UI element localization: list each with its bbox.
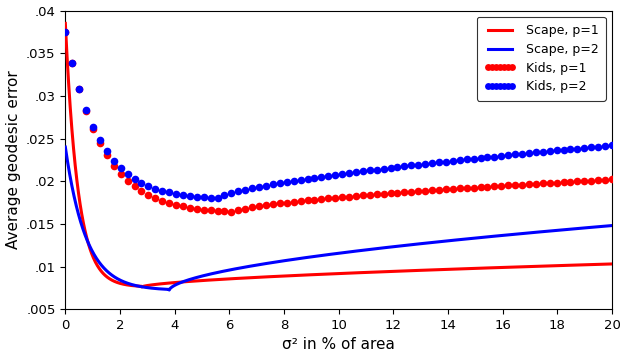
Scape, p=1 — [492, 266, 500, 270]
Kids, p=2 — [394, 165, 401, 169]
Scape, p=2 — [313, 254, 321, 258]
Kids, p=2 — [310, 176, 318, 180]
Kids, p=1 — [553, 180, 560, 185]
Line: Kids, p=2: Kids, p=2 — [61, 28, 616, 202]
Scape, p=2 — [90, 251, 97, 255]
Scape, p=2 — [608, 223, 616, 228]
Kids, p=2 — [401, 164, 408, 168]
Kids, p=1 — [310, 198, 318, 202]
Kids, p=2 — [608, 143, 616, 147]
Scape, p=1 — [592, 262, 600, 267]
Y-axis label: Average geodesic error: Average geodesic error — [6, 71, 21, 249]
Legend: Scape, p=1, Scape, p=2, Kids, p=1, Kids, p=2: Scape, p=1, Scape, p=2, Kids, p=1, Kids,… — [477, 17, 606, 101]
Scape, p=2 — [327, 252, 335, 256]
X-axis label: σ² in % of area: σ² in % of area — [282, 338, 395, 352]
Scape, p=1 — [608, 262, 616, 266]
Scape, p=1 — [327, 272, 335, 276]
Kids, p=2 — [214, 196, 222, 200]
Scape, p=2 — [593, 225, 600, 229]
Scape, p=1 — [313, 272, 321, 277]
Kids, p=1 — [421, 189, 429, 193]
Kids, p=1 — [61, 30, 69, 34]
Kids, p=1 — [394, 190, 401, 195]
Scape, p=1 — [90, 255, 97, 260]
Kids, p=1 — [442, 187, 449, 192]
Scape, p=1 — [593, 262, 600, 267]
Kids, p=2 — [421, 162, 429, 166]
Line: Scape, p=2: Scape, p=2 — [65, 147, 612, 290]
Scape, p=1 — [138, 285, 146, 289]
Scape, p=2 — [592, 225, 600, 229]
Scape, p=2 — [165, 288, 173, 292]
Kids, p=1 — [608, 177, 616, 182]
Line: Kids, p=1: Kids, p=1 — [61, 28, 616, 216]
Line: Scape, p=1: Scape, p=1 — [65, 23, 612, 287]
Kids, p=2 — [553, 148, 560, 153]
Scape, p=1 — [61, 21, 69, 25]
Scape, p=2 — [61, 145, 69, 149]
Scape, p=2 — [492, 234, 500, 238]
Kids, p=1 — [228, 210, 235, 214]
Kids, p=2 — [442, 159, 449, 164]
Kids, p=1 — [401, 190, 408, 194]
Kids, p=2 — [61, 30, 69, 34]
